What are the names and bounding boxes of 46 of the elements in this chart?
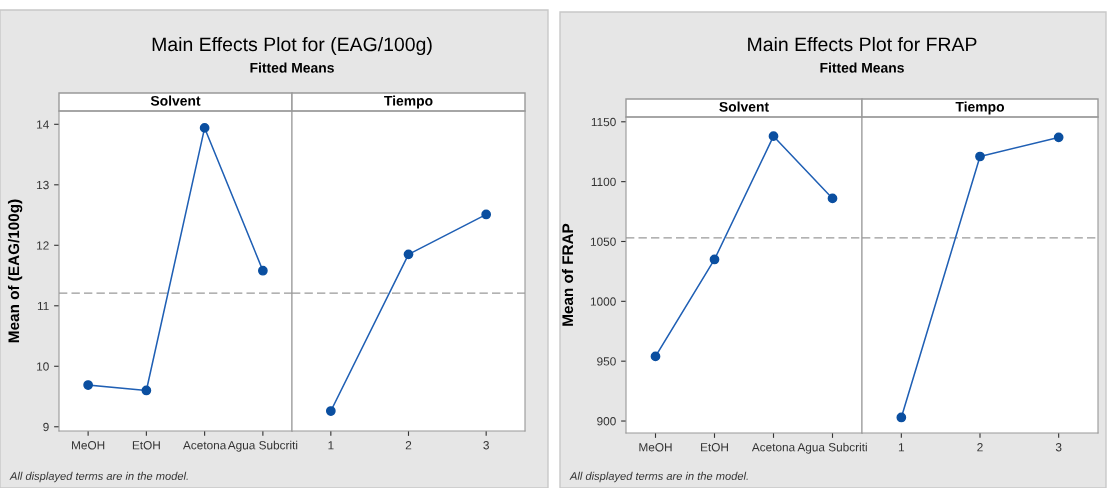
y-tick-label: 13 — [37, 180, 49, 190]
point — [709, 254, 720, 265]
point — [827, 193, 838, 204]
x-tick-label: 3 — [483, 441, 489, 450]
chart-subtitle: Fitted Means — [820, 62, 904, 73]
x-tick-label: 2 — [405, 441, 412, 450]
x-tick-label: EtOH — [132, 441, 160, 450]
y-tick-label: 10 — [37, 362, 49, 371]
point — [650, 351, 661, 362]
point — [768, 131, 779, 142]
x-axis-title: Solvent — [150, 95, 201, 106]
point — [141, 385, 152, 396]
y-tick-label: 9 — [43, 422, 49, 432]
x-axis-title: Tiempo — [384, 95, 433, 109]
x-tick-label: EtOH — [701, 443, 728, 452]
x-tick-label: Acetona — [182, 441, 227, 450]
y-tick-label: 1050 — [590, 237, 616, 246]
chart-title: Main Effects Plot for FRAP — [748, 36, 977, 52]
x-tick-label: MeOH — [639, 443, 672, 452]
point — [83, 380, 93, 390]
text: All displayed terms are in the model. — [569, 471, 748, 483]
x-tick-label: 3 — [1055, 443, 1062, 452]
y-tick-label: 1000 — [590, 297, 616, 306]
y-tick-label: 950 — [597, 357, 616, 366]
text: All displayed terms are in the model. — [9, 471, 188, 483]
x-tick-label: Agua Subcriti — [227, 440, 298, 452]
chart-subtitle: Fitted Means — [250, 62, 334, 73]
y-tick-label: 1150 — [591, 117, 616, 127]
x-tick-label: Agua Subcriti — [797, 442, 867, 454]
x-axis-title: Tiempo — [955, 101, 1005, 115]
y-tick-label: 12 — [37, 241, 49, 250]
y-axis-title: Mean of FRAP — [561, 223, 574, 326]
y-tick-label: 11 — [37, 301, 49, 311]
point — [258, 265, 268, 276]
y-tick-label: 900 — [597, 417, 616, 426]
x-tick-label: Acetona — [751, 443, 796, 452]
x-tick-label: 1 — [328, 441, 334, 450]
y-tick-label: 14 — [37, 120, 49, 129]
x-axis-title: Solvent — [719, 101, 769, 112]
y-tick-label: 1100 — [591, 177, 616, 187]
x-tick-label: MeOH — [72, 441, 105, 450]
x-tick-label: 2 — [977, 443, 983, 452]
y-axis-title: Mean of (EAG/100g) — [7, 199, 23, 343]
point — [199, 123, 210, 133]
chart-title: Main Effects Plot for (EAG/100g) — [152, 36, 432, 56]
x-tick-label: 1 — [898, 443, 905, 452]
